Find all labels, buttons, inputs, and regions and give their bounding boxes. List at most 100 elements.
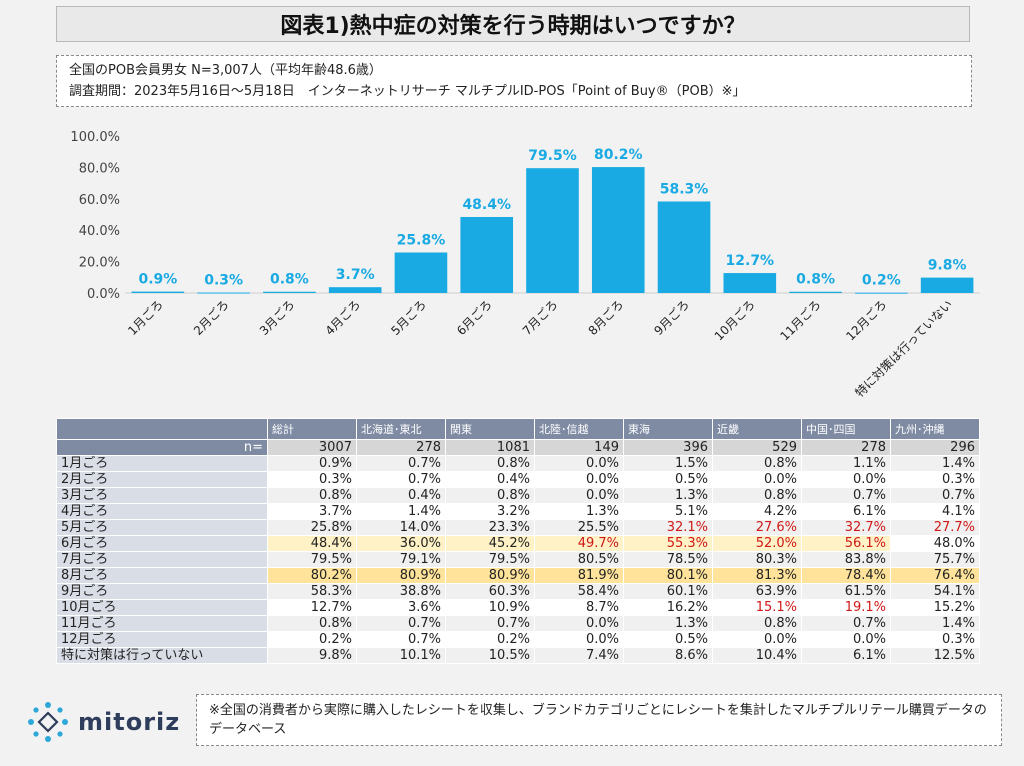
data-label: 0.8% <box>270 272 309 288</box>
data-label: 0.2% <box>862 273 901 289</box>
page-title: 図表1)熱中症の対策を行う時期はいつですか？ <box>280 14 746 39</box>
table-cell: 4.1% <box>890 503 980 520</box>
table-cell: 23.3% <box>445 519 535 536</box>
table-cell: 0.3% <box>890 631 980 648</box>
table-cell: 15.2% <box>890 599 980 616</box>
row-label: 5月ごろ <box>56 519 268 536</box>
data-label: 3.7% <box>336 267 375 283</box>
sample-size-cell: 529 <box>712 439 802 456</box>
table-cell: 1.4% <box>890 615 980 632</box>
x-category-label: 6月ごろ <box>453 297 494 338</box>
table-cell: 61.5% <box>801 583 891 600</box>
bar <box>855 292 908 294</box>
bar <box>723 273 777 293</box>
table-cell: 80.1% <box>623 567 713 584</box>
row-label: 12月ごろ <box>56 631 268 648</box>
table-cell: 0.5% <box>623 631 713 648</box>
data-label: 0.9% <box>138 272 177 288</box>
table-cell: 10.1% <box>356 647 446 664</box>
data-label: 12.7% <box>726 253 775 269</box>
table-cell: 14.0% <box>356 519 446 536</box>
table-cell: 27.6% <box>712 519 802 536</box>
bar <box>328 287 382 293</box>
table-cell: 10.9% <box>445 599 535 616</box>
row-label: 6月ごろ <box>56 535 268 552</box>
table-header-row: 総計 北海道･東北 関東 北陸･信越 東海 近畿 中国･四国 九州･沖縄 <box>56 418 980 440</box>
y-tick-label: 20.0% <box>79 256 120 271</box>
bar <box>460 217 514 293</box>
table-cell: 1.4% <box>356 503 446 520</box>
table-row: 12月ごろ 0.2% 0.7% 0.2% 0.0% 0.5% 0.0% 0.0% 0.3% <box>56 631 980 648</box>
table-cell: 0.8% <box>712 455 802 472</box>
bar <box>197 292 250 294</box>
survey-info-box: 全国のPOB会員男女 N=3,007人（平均年齢48.6歳） 調査期間：2023… <box>56 55 972 107</box>
x-category-label: 11月ごろ <box>777 297 824 344</box>
table-cell: 3.6% <box>356 599 446 616</box>
table-cell: 81.9% <box>534 567 624 584</box>
table-cell: 0.0% <box>534 455 624 472</box>
table-row: 1月ごろ 0.9% 0.7% 0.8% 0.0% 1.5% 0.8% 1.1% 1.4% <box>56 455 980 472</box>
column-header: 総計 <box>267 418 357 440</box>
table-cell: 38.8% <box>356 583 446 600</box>
table-cell: 0.7% <box>801 487 891 504</box>
y-tick-label: 0.0% <box>87 287 120 302</box>
table-cell: 52.0% <box>712 535 802 552</box>
table-row: 5月ごろ 25.8% 14.0% 23.3% 25.5% 32.1% 27.6% 32.7% 2… <box>56 519 980 536</box>
table-cell: 0.7% <box>890 487 980 504</box>
table-cell: 0.7% <box>356 615 446 632</box>
bar-chart: 0.0% 20.0% 40.0% 60.0% 80.0% 100.0% 0.9% 1月ごろ 0.… <box>40 118 990 413</box>
table-row: 6月ごろ 48.4% 36.0% 45.2% 49.7% 55.3% 52.0% 56.1% 4… <box>56 535 980 552</box>
x-category-label: 7月ごろ <box>519 297 560 338</box>
table-cell: 10.5% <box>445 647 535 664</box>
table-cell: 16.2% <box>623 599 713 616</box>
table-cell: 8.7% <box>534 599 624 616</box>
table-cell: 54.1% <box>890 583 980 600</box>
sample-size-label: n= <box>56 439 268 456</box>
table-cell: 3.7% <box>267 503 357 520</box>
table-cell: 0.4% <box>356 487 446 504</box>
table-cell: 1.3% <box>623 615 713 632</box>
x-category-label: 2月ごろ <box>190 297 231 338</box>
sample-size-cell: 3007 <box>267 439 357 456</box>
table-cell: 0.0% <box>712 631 802 648</box>
footnote-text: ※全国の消費者から実際に購入したレシートを収集し、ブランドカテゴリごとにレシート… <box>209 703 987 737</box>
bar <box>131 291 185 293</box>
table-cell: 7.4% <box>534 647 624 664</box>
table-cell: 0.0% <box>801 471 891 488</box>
table-cell: 0.8% <box>267 615 357 632</box>
row-label: 7月ごろ <box>56 551 268 568</box>
row-label: 4月ごろ <box>56 503 268 520</box>
table-cell: 0.5% <box>623 471 713 488</box>
table-row: 3月ごろ 0.8% 0.4% 0.8% 0.0% 1.3% 0.8% 0.7% 0.7% <box>56 487 980 504</box>
table-cell: 78.5% <box>623 551 713 568</box>
row-label: 10月ごろ <box>56 599 268 616</box>
table-cell: 12.5% <box>890 647 980 664</box>
column-header: 近畿 <box>712 418 802 440</box>
table-cell: 83.8% <box>801 551 891 568</box>
table-cell: 1.3% <box>623 487 713 504</box>
table-cell: 0.8% <box>712 487 802 504</box>
table-cell: 60.1% <box>623 583 713 600</box>
table-cell: 45.2% <box>445 535 535 552</box>
table-cell: 0.7% <box>801 615 891 632</box>
table-cell: 0.8% <box>712 615 802 632</box>
table-cell: 0.7% <box>445 615 535 632</box>
table-cell: 1.3% <box>534 503 624 520</box>
data-label: 0.8% <box>796 272 835 288</box>
table-cell: 0.7% <box>356 455 446 472</box>
title-bar: 図表1)熱中症の対策を行う時期はいつですか？ <box>56 6 970 42</box>
table-cell: 0.8% <box>445 487 535 504</box>
table-row: 11月ごろ 0.8% 0.7% 0.7% 0.0% 1.3% 0.8% 0.7% 1.4% <box>56 615 980 632</box>
column-header: 中国･四国 <box>801 418 891 440</box>
table-cell: 5.1% <box>623 503 713 520</box>
table-cell: 48.0% <box>890 535 980 552</box>
mitoriz-logo: mitoriz <box>26 696 186 748</box>
y-tick-label: 100.0% <box>70 130 120 145</box>
table-cell: 0.0% <box>534 487 624 504</box>
table-cell: 48.4% <box>267 535 357 552</box>
table-cell: 1.5% <box>623 455 713 472</box>
table-cell: 9.8% <box>267 647 357 664</box>
table-cell: 0.2% <box>267 631 357 648</box>
logo-wordmark: mitoriz <box>78 708 181 736</box>
table-row: 8月ごろ 80.2% 80.9% 80.9% 81.9% 80.1% 81.3% 78.4% 7… <box>56 567 980 584</box>
